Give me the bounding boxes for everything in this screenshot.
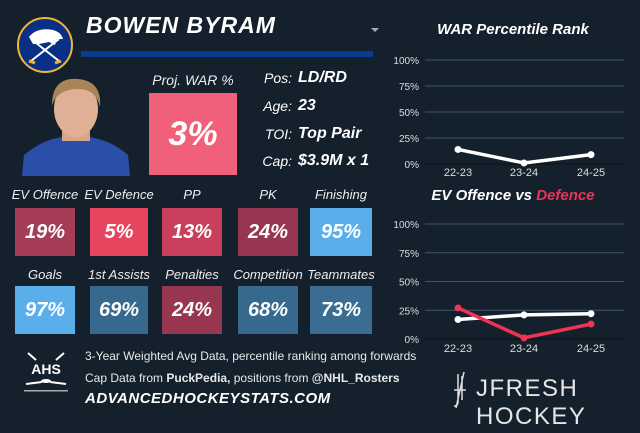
info-label: Age: [263, 98, 292, 114]
footer-text: Cap Data from [85, 371, 167, 385]
y-tick-label: 100% [393, 220, 419, 231]
info-label: TOI: [265, 126, 292, 142]
footer-line2: Cap Data from PuckPedia, positions from … [85, 371, 400, 385]
stat-tile: 73% [310, 286, 372, 334]
info-value: LD/RD [298, 69, 347, 87]
stat-tile: 97% [15, 286, 75, 334]
ev-chart-title-b: Defence [536, 187, 595, 204]
player-name: BOWEN BYRAM [86, 12, 276, 38]
proj-war-tile: 3% [149, 93, 237, 175]
footer-line1: 3-Year Weighted Avg Data, percentile ran… [85, 349, 417, 363]
info-label: Cap: [262, 153, 292, 169]
tile-label: Goals [28, 267, 62, 282]
stat-tile: 68% [238, 286, 298, 334]
proj-war-label: Proj. WAR % [152, 72, 234, 88]
ahs-website[interactable]: ADVANCEDHOCKEYSTATS.COM [85, 390, 331, 407]
stat-tile: 69% [90, 286, 148, 334]
info-value: Top Pair [298, 125, 361, 143]
tile-label: 1st Assists [88, 267, 150, 282]
ev-chart-title: EV Offence vs Defence [383, 187, 640, 204]
data-point [587, 310, 595, 318]
info-value-text: LD/RD [298, 69, 347, 86]
info-value: 23 [298, 97, 316, 115]
x-tick-label: 23-24 [510, 167, 538, 179]
y-tick-label: 25% [399, 134, 419, 145]
data-point [520, 334, 528, 342]
y-tick-label: 50% [399, 108, 419, 119]
stat-tile: 95% [310, 208, 372, 256]
tile-label: Penalties [165, 267, 219, 282]
x-tick-label: 22-23 [444, 167, 472, 179]
x-tick-label: 22-23 [444, 343, 472, 355]
data-point [587, 320, 595, 328]
y-tick-label: 100% [393, 56, 419, 67]
y-tick-label: 75% [399, 82, 419, 93]
data-point [454, 315, 462, 323]
info-value: $3.9M x 1 [298, 152, 369, 170]
ev-chart-title-a: EV Offence vs [431, 187, 537, 204]
puckpedia-link[interactable]: PuckPedia, [166, 371, 231, 385]
info-label: Pos: [263, 70, 292, 86]
tile-label: Teammates [307, 267, 375, 282]
info-value-text: $3.9M x 1 [298, 152, 370, 169]
ahs-logo: AHS [24, 352, 68, 392]
tile-label: Finishing [314, 187, 368, 202]
tile-label: PP [183, 187, 201, 202]
footer-text: positions from [230, 371, 312, 385]
x-tick-label: 24-25 [577, 167, 605, 179]
jfresh-logo-icon [453, 372, 466, 408]
tile-label: EV Defence [84, 187, 154, 202]
jfresh-brand: JFRESH HOCKEY [476, 375, 587, 430]
y-tick-label: 50% [399, 278, 419, 289]
data-point [520, 311, 528, 319]
data-point [454, 145, 462, 153]
stat-tile: 24% [238, 208, 298, 256]
stat-tile: 19% [15, 208, 75, 256]
player-photo [22, 78, 130, 176]
y-tick-label: 75% [399, 249, 419, 260]
team-logo [17, 17, 73, 73]
info-value-text: Top Pair [298, 125, 362, 142]
x-tick-label: 24-25 [577, 343, 605, 355]
y-tick-label: 0% [405, 160, 420, 171]
tile-label: PK [259, 187, 277, 202]
war-chart-title: WAR Percentile Rank [437, 21, 589, 38]
tile-label: EV Offence [11, 187, 79, 202]
data-point [454, 304, 462, 312]
svg-text:AHS: AHS [31, 361, 61, 377]
name-underline [81, 51, 373, 57]
x-tick-label: 23-24 [510, 343, 538, 355]
y-tick-label: 25% [399, 306, 419, 317]
stat-tile: 24% [162, 286, 222, 334]
y-tick-label: 0% [405, 335, 420, 346]
tile-label: Competition [233, 267, 303, 282]
stat-tile: 13% [162, 208, 222, 256]
info-value-text: 23 [298, 97, 316, 114]
data-point [587, 151, 595, 159]
stat-tile: 5% [90, 208, 148, 256]
data-point [520, 159, 528, 167]
nhl-rosters-link[interactable]: @NHL_Rosters [311, 371, 400, 385]
dropdown-arrow-icon[interactable] [371, 28, 379, 32]
